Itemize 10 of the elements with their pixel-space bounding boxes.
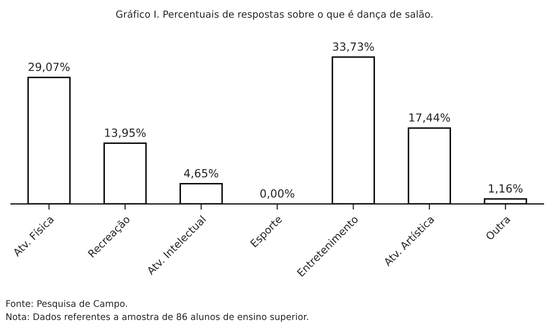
data-label: 13,95% xyxy=(105,128,146,138)
data-label: 17,44% xyxy=(409,113,450,123)
source-note: Fonte: Pesquisa de Campo. xyxy=(6,300,127,309)
chart-title: Gráfico I. Percentuais de respostas sobre o que é dança de salão. xyxy=(116,10,432,20)
data-label: 4,65% xyxy=(184,169,218,179)
data-label: 0,00% xyxy=(260,189,294,199)
data-label: 33,73% xyxy=(332,42,374,52)
text: Nota: Dados referentes a amostra de 86 alunos de ensino superior. xyxy=(6,313,308,322)
data-label: 1,16% xyxy=(489,184,523,194)
data-label: 29,07% xyxy=(28,62,70,72)
